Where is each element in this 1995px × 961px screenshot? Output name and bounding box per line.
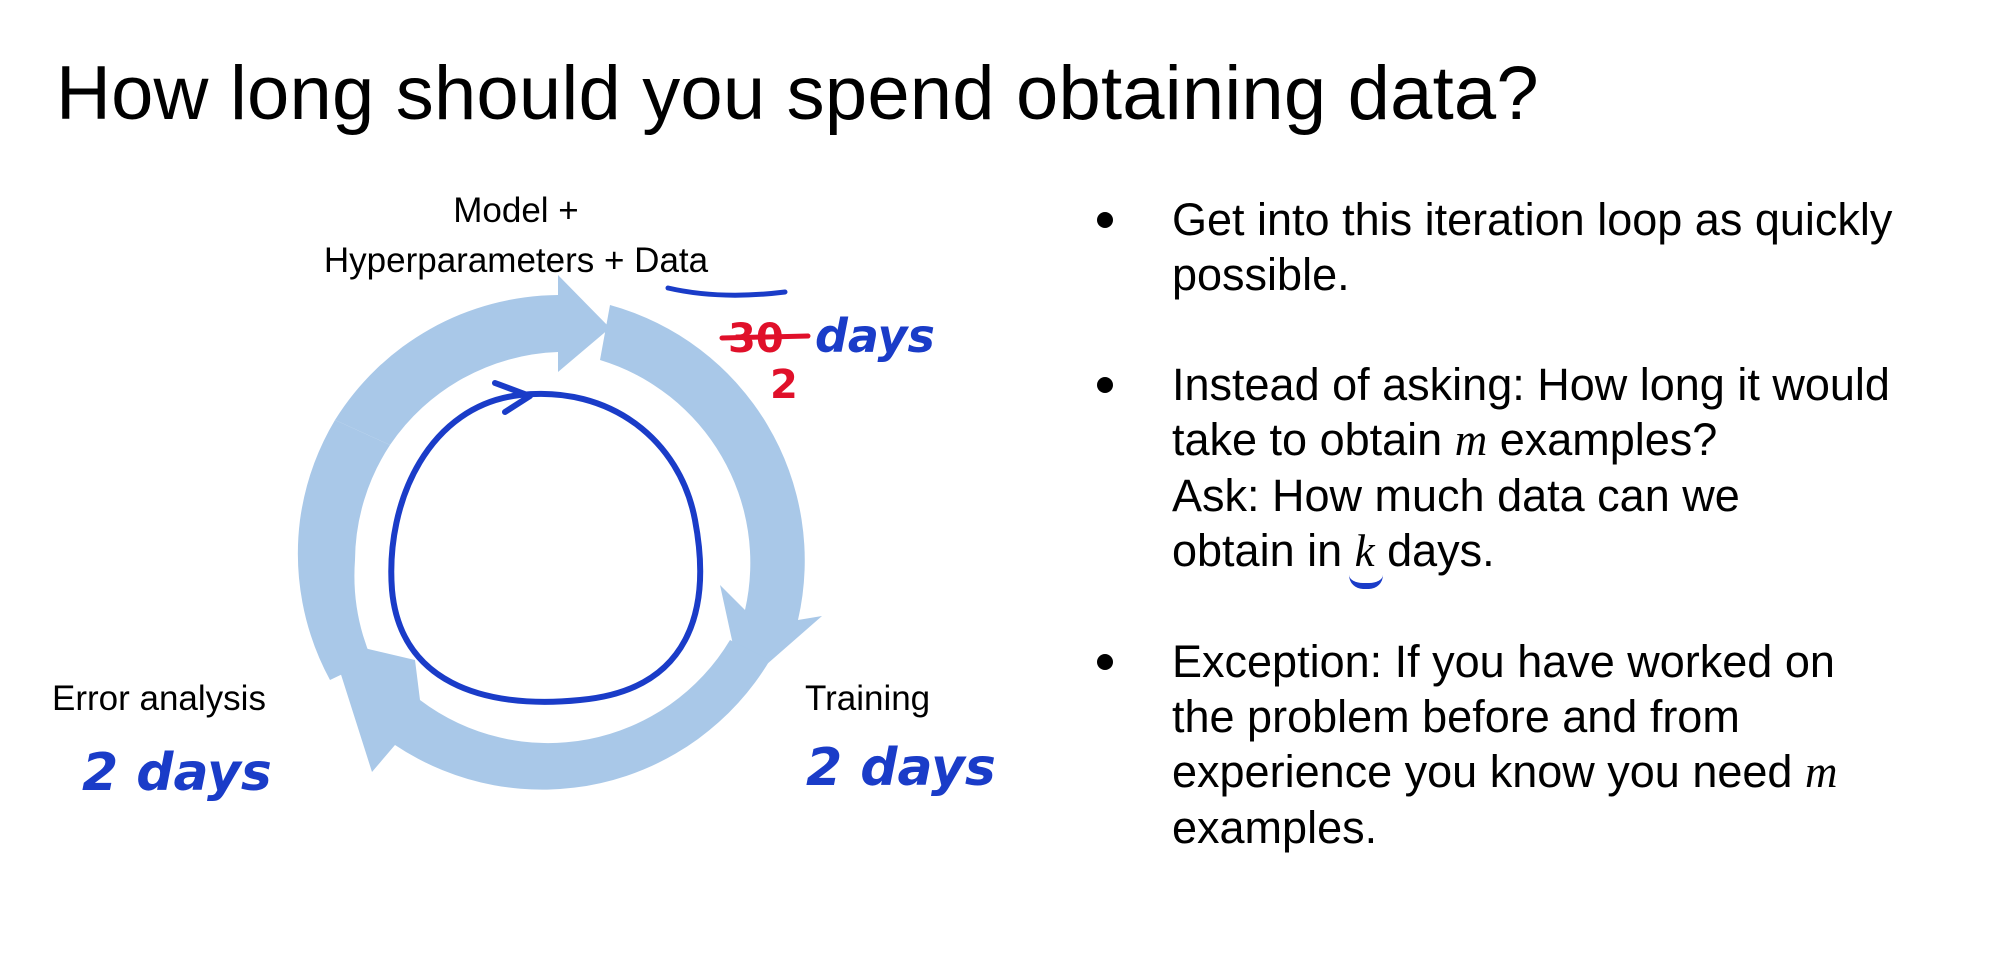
bullet-dot	[1097, 654, 1113, 670]
data-underline	[665, 285, 788, 298]
bullet-item: Get into this iteration loop as quickly …	[1095, 192, 1975, 302]
arrow-left-segment	[297, 420, 390, 680]
bullet-line: Exception: If you have worked on	[1172, 636, 1835, 687]
bullet-text: Get into this iteration loop as quickly …	[1172, 194, 1893, 300]
right-label: Training	[805, 679, 930, 718]
bullet-item: Instead of asking: How long it would tak…	[1095, 357, 1975, 589]
arrow-top-segment	[335, 275, 610, 445]
strike-line	[719, 333, 811, 341]
slide-title: How long should you spend obtaining data…	[56, 51, 1539, 136]
arrow-bottom-segment	[330, 640, 770, 790]
bullet-line: Ask: How much data can we	[1172, 470, 1740, 521]
math-variable-m: m	[1454, 415, 1488, 465]
bullet-line: the problem before and from	[1172, 691, 1740, 742]
annotation-right-days: 2 days	[806, 738, 996, 798]
left-label: Error analysis	[52, 679, 266, 718]
math-variable-m: m	[1804, 747, 1838, 797]
arrow-right-segment	[600, 305, 822, 686]
math-variable-k: k	[1348, 524, 1383, 589]
top-label-line1: Model +	[453, 191, 579, 230]
bullet-text-span: obtain in	[1172, 525, 1355, 576]
top-label-prefix: Hyperparameters +	[324, 241, 634, 280]
annotation-top-days: days	[815, 309, 935, 363]
top-label-data: Data	[634, 241, 708, 280]
bullet-list: Get into this iteration loop as quickly …	[1095, 192, 1975, 910]
annotation-replacement-number: 2	[770, 362, 798, 408]
bullet-text-span: days.	[1374, 525, 1495, 576]
top-label-line2: Hyperparameters + Data	[324, 241, 709, 280]
bullet-text-span: examples?	[1487, 414, 1718, 465]
bullet-dot	[1097, 212, 1113, 228]
bullet-item: Exception: If you have worked on the pro…	[1095, 634, 1975, 855]
bullet-dot	[1097, 377, 1113, 393]
bullet-text-span: experience you know you need	[1172, 746, 1805, 797]
bullet-line: experience you know you need m	[1172, 744, 1975, 800]
hand-drawn-loop	[388, 390, 704, 705]
bullet-line: obtain in k days.	[1172, 523, 1975, 589]
bullet-text-span: take to obtain	[1172, 414, 1455, 465]
bullet-line: Instead of asking: How long it would	[1172, 359, 1890, 410]
bullet-line: examples.	[1172, 802, 1378, 853]
annotation-left-days: 2 days	[82, 743, 272, 803]
cycle-arrows	[297, 275, 822, 790]
bullet-line: take to obtain m examples?	[1172, 412, 1975, 468]
hand-drawn-arrowhead	[492, 380, 533, 415]
